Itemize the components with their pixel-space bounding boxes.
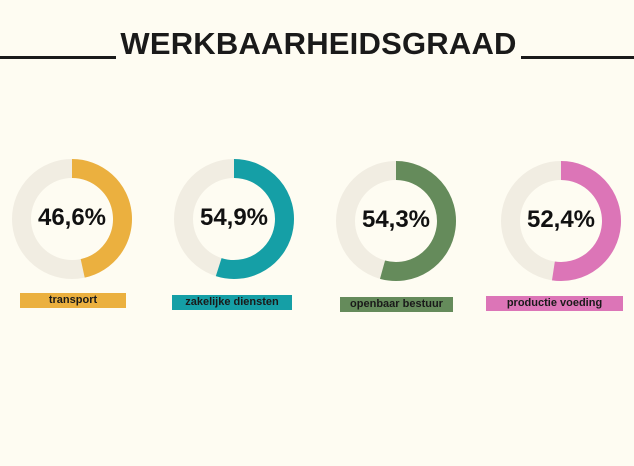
category-label: transport — [20, 293, 126, 308]
donut-3 — [336, 161, 456, 281]
donut-segment — [380, 161, 456, 281]
category-label: openbaar bestuur — [340, 297, 453, 312]
header-rule-left — [0, 56, 116, 59]
donut-segment — [552, 161, 621, 281]
category-label: productie voeding — [486, 296, 623, 311]
donut-2 — [174, 159, 294, 279]
value-label: 54,3% — [361, 206, 431, 233]
donut-4 — [501, 161, 621, 281]
category-label: zakelijke diensten — [172, 295, 292, 310]
donut-segment — [71, 159, 132, 278]
value-label: 46,6% — [37, 204, 107, 231]
donut-segment — [215, 159, 294, 279]
value-label: 52,4% — [526, 206, 596, 233]
header: WERKBAARHEIDSGRAAD — [0, 24, 634, 70]
header-rule-right — [521, 56, 634, 59]
donut-1 — [12, 159, 132, 279]
value-label: 54,9% — [199, 204, 269, 231]
chart-title: WERKBAARHEIDSGRAAD — [120, 26, 517, 61]
